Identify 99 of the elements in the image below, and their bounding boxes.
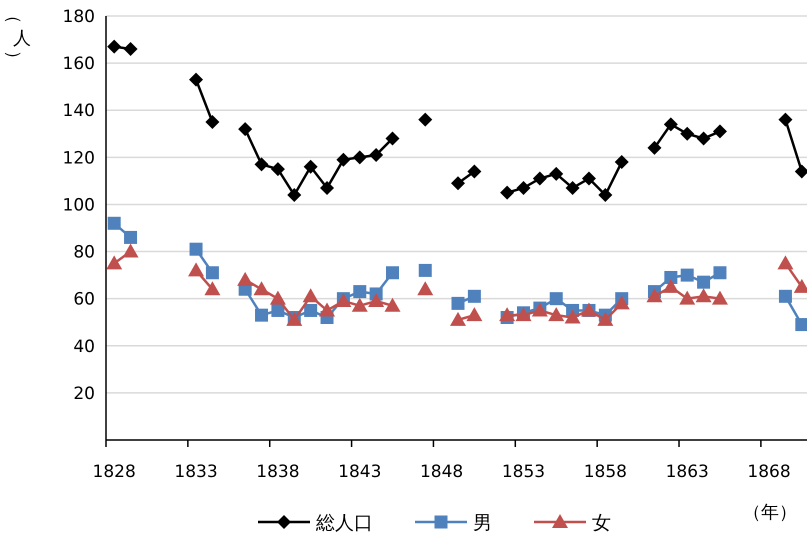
point	[713, 266, 726, 280]
point	[205, 115, 220, 129]
point	[124, 42, 138, 56]
legend-label: 総人口	[315, 512, 373, 534]
point	[614, 155, 629, 170]
x-tick-label: 1828	[92, 462, 136, 482]
point	[204, 281, 220, 296]
y-tick-label: 40	[73, 336, 95, 357]
point	[795, 318, 807, 332]
point	[662, 278, 679, 293]
point	[614, 295, 630, 310]
legend-label: 女	[592, 512, 611, 534]
x-tick-label: 1858	[584, 462, 627, 482]
point	[467, 164, 482, 178]
point	[336, 152, 350, 167]
point	[450, 312, 466, 326]
point	[122, 244, 139, 258]
point	[532, 172, 547, 186]
y-tick-label: 140	[62, 101, 95, 122]
x-tick-label: 1843	[338, 462, 382, 482]
x-tick-label: 1863	[666, 462, 709, 482]
point	[271, 304, 284, 317]
point	[237, 272, 254, 286]
x-tick-label: 1853	[502, 462, 546, 482]
point	[712, 290, 728, 305]
point	[582, 172, 596, 186]
point	[418, 112, 432, 127]
point	[386, 131, 400, 146]
point	[189, 72, 204, 87]
point	[270, 290, 286, 305]
point	[712, 124, 727, 138]
point	[500, 186, 514, 200]
x-tick-label: 1848	[420, 462, 464, 482]
point	[664, 270, 678, 284]
point	[319, 302, 336, 316]
x-tick-label: 1838	[256, 462, 300, 482]
point	[499, 307, 516, 322]
point	[548, 307, 564, 322]
point	[697, 276, 710, 289]
y-tick-label: 80	[73, 242, 95, 263]
point	[418, 264, 432, 277]
point	[188, 262, 204, 276]
point	[516, 180, 530, 195]
point	[468, 290, 481, 303]
y-tick-label: 160	[62, 54, 95, 74]
point	[270, 162, 285, 176]
point	[647, 140, 662, 155]
y-axis-title: （人）	[3, 6, 31, 68]
point	[190, 242, 203, 256]
point	[778, 112, 792, 127]
point	[369, 148, 384, 162]
point	[287, 188, 302, 202]
point	[696, 288, 712, 302]
point	[778, 290, 792, 303]
point	[597, 312, 614, 326]
point	[680, 126, 694, 141]
point	[353, 285, 366, 298]
point	[466, 307, 482, 322]
point	[550, 292, 563, 306]
point	[352, 150, 367, 164]
point	[696, 131, 711, 146]
point	[302, 288, 319, 302]
point	[368, 293, 384, 308]
y-tick-label: 20	[73, 384, 95, 404]
x-tick-label: 1868	[747, 462, 791, 482]
y-tick-label: 100	[62, 195, 95, 216]
legend-label: 男	[473, 512, 492, 534]
point	[238, 122, 252, 136]
point	[664, 117, 678, 132]
point	[566, 180, 580, 195]
y-tick-label: 60	[73, 290, 95, 310]
point	[304, 304, 318, 317]
point	[384, 298, 401, 312]
point	[255, 308, 268, 322]
point	[680, 268, 694, 282]
x-axis-title: （年）	[743, 502, 797, 523]
point	[304, 160, 318, 174]
point	[124, 230, 138, 244]
point	[646, 288, 662, 302]
point	[564, 310, 581, 324]
point	[108, 216, 121, 230]
point	[254, 157, 269, 172]
point	[106, 255, 122, 270]
y-tick-label: 120	[62, 148, 95, 168]
point	[107, 40, 122, 54]
point	[549, 166, 564, 181]
point	[598, 188, 612, 202]
point	[417, 281, 434, 296]
point	[451, 176, 465, 190]
x-tick-label: 1833	[174, 462, 218, 482]
point	[352, 298, 368, 312]
point	[679, 290, 696, 305]
point	[206, 266, 219, 280]
point	[254, 281, 270, 296]
point	[386, 266, 400, 280]
point	[452, 296, 464, 310]
point	[320, 180, 334, 195]
point	[777, 255, 794, 270]
y-tick-label: 180	[62, 7, 95, 27]
